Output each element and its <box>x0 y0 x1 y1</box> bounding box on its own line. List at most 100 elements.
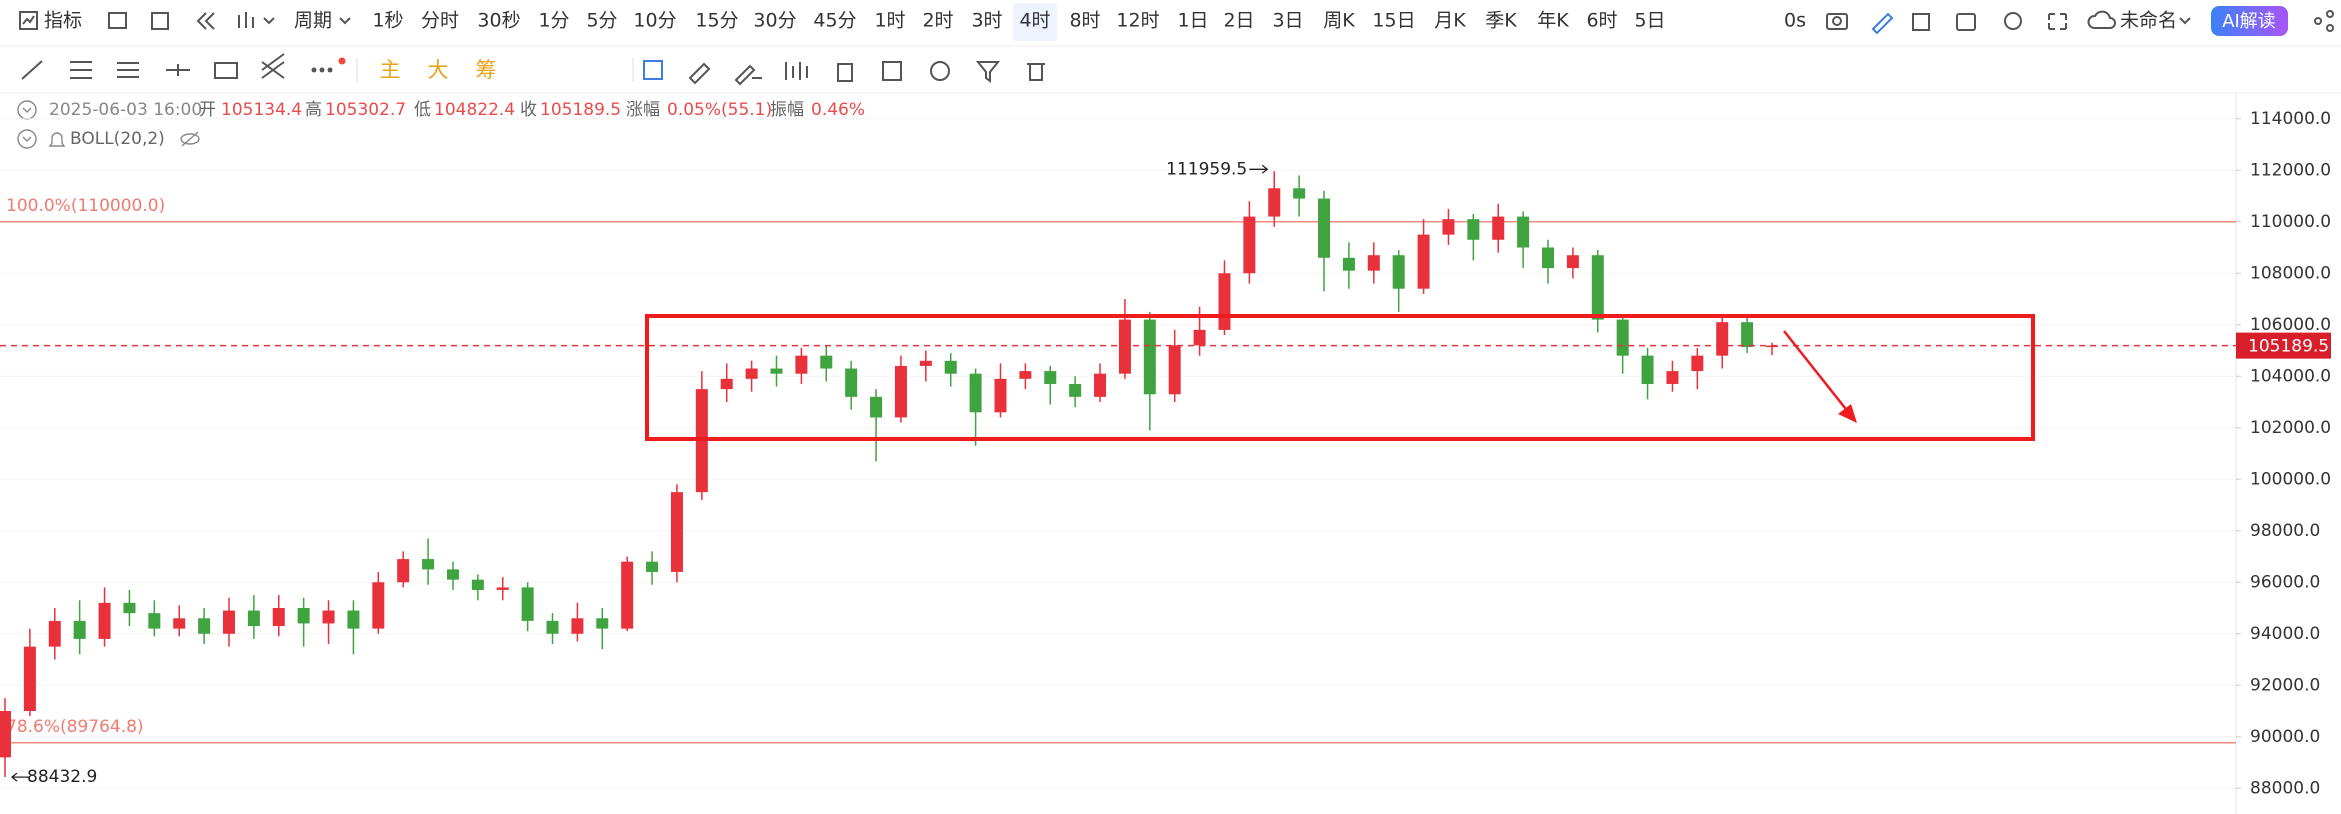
fullscreen-icon[interactable] <box>2048 13 2067 30</box>
candle-body <box>1492 216 1505 240</box>
info-label: 振幅 <box>770 100 804 120</box>
candle-body <box>894 365 907 418</box>
candle-body <box>1417 234 1430 289</box>
replay-icon[interactable] <box>204 12 215 30</box>
alert-icon[interactable] <box>48 132 66 147</box>
interval-button[interactable]: 3日 <box>1272 10 1303 32</box>
interval-button[interactable]: 2日 <box>1223 10 1254 32</box>
share-icon[interactable] <box>2314 10 2334 32</box>
interval-button[interactable]: 分时 <box>421 10 459 32</box>
visibility-icon[interactable] <box>180 133 200 145</box>
y-tick-label: 98000.0 <box>2250 521 2320 541</box>
drawn-arrow[interactable] <box>1783 330 1857 423</box>
y-tick-label: 92000.0 <box>2250 675 2320 695</box>
drawing-tools[interactable] <box>21 53 358 82</box>
interval-button[interactable]: 周K <box>1323 10 1355 32</box>
candle-body <box>0 711 11 758</box>
chart-type-button[interactable] <box>238 12 275 28</box>
period-label[interactable]: 周期 <box>294 10 332 32</box>
interval-button[interactable]: 8时 <box>1069 10 1100 32</box>
screenshot-icon[interactable] <box>1826 13 1848 30</box>
candle-body <box>1591 255 1604 320</box>
candle-body <box>422 559 435 570</box>
candle-body <box>297 608 310 624</box>
candle-body <box>1168 345 1181 395</box>
candle-body <box>1442 219 1455 235</box>
indicator-button[interactable]: 指标 <box>19 10 82 32</box>
overlay-chip[interactable]: 筹 <box>476 58 497 82</box>
y-tick-label: 90000.0 <box>2250 727 2320 747</box>
candle-body <box>48 620 61 647</box>
interval-button[interactable]: 1分 <box>538 10 569 32</box>
candle-body <box>322 610 335 624</box>
candle-body <box>770 368 783 374</box>
candle-body <box>820 355 833 369</box>
cloud-icon[interactable] <box>2087 10 2116 29</box>
interval-button[interactable]: 30秒 <box>477 10 520 32</box>
multi-chart-icon[interactable] <box>151 12 169 30</box>
min-label: 88432.9 <box>27 767 97 787</box>
interval-button[interactable]: 30分 <box>753 10 796 32</box>
candle-body <box>148 613 161 629</box>
drawn-rectangle[interactable] <box>645 314 2035 441</box>
tool-icons[interactable] <box>632 58 1045 86</box>
draw-icon[interactable] <box>1871 12 1894 35</box>
snapshot-icon[interactable] <box>1956 13 1976 31</box>
interval-button[interactable]: 1秒 <box>372 10 403 32</box>
y-tick-label: 112000.0 <box>2250 160 2331 180</box>
timer: 0s <box>1784 10 1806 32</box>
collapse-icon[interactable] <box>22 107 32 113</box>
interval-button[interactable]: 15日 <box>1372 10 1415 32</box>
interval-button[interactable]: 45分 <box>813 10 856 32</box>
candle-body <box>1243 216 1256 274</box>
interval-button[interactable]: 年K <box>1537 10 1569 32</box>
interval-button[interactable]: 5分 <box>586 10 617 32</box>
settings-icon[interactable] <box>2004 12 2022 30</box>
overlay-chip[interactable]: 主 <box>380 58 401 82</box>
candle-body <box>845 368 858 397</box>
indicator-label[interactable]: 指标 <box>44 10 82 32</box>
interval-button[interactable]: 月K <box>1434 10 1466 32</box>
candle-body <box>496 587 509 590</box>
candle-body <box>1044 371 1057 384</box>
max-label: 111959.5 <box>1166 159 1247 179</box>
layout-icon[interactable] <box>108 12 127 29</box>
window-icon[interactable] <box>1912 13 1930 31</box>
interval-button[interactable]: 3时 <box>971 10 1002 32</box>
candle-body <box>646 561 659 572</box>
interval-button[interactable]: 12时 <box>1116 10 1159 32</box>
interval-button[interactable]: 季K <box>1485 10 1517 32</box>
info-value: 104822.4 <box>434 100 515 120</box>
ai-button-label[interactable]: AI解读 <box>2222 11 2276 32</box>
overlay-chip[interactable]: 大 <box>428 58 449 82</box>
ai-button[interactable] <box>2211 6 2288 36</box>
candle-body <box>1616 319 1629 356</box>
candle-body <box>1517 216 1530 248</box>
interval-button[interactable]: 1时 <box>874 10 905 32</box>
collapse-icon[interactable] <box>17 129 37 149</box>
min-pointer <box>10 772 29 782</box>
interval-button[interactable]: 10分 <box>633 10 676 32</box>
interval-button[interactable]: 5日 <box>1634 10 1665 32</box>
y-tick-label: 100000.0 <box>2250 469 2331 489</box>
candle-body <box>1542 247 1555 269</box>
collapse-icon[interactable] <box>22 136 32 142</box>
candle-body <box>944 360 957 374</box>
replay-icon[interactable] <box>196 12 207 30</box>
candle-body <box>870 396 883 418</box>
layout-name[interactable]: 未命名 <box>2120 10 2177 32</box>
candle-body <box>1268 188 1281 217</box>
period-button[interactable]: 周期 <box>294 10 351 32</box>
screenshot-icon[interactable] <box>1832 16 1842 26</box>
interval-button[interactable]: 1日 <box>1177 10 1208 32</box>
candle-body <box>98 602 111 639</box>
candle-body <box>1392 255 1405 289</box>
interval-button[interactable]: 2时 <box>922 10 953 32</box>
interval-button[interactable]: 6时 <box>1586 10 1617 32</box>
interval-button[interactable]: 4时 <box>1019 10 1050 32</box>
fib-level-label: 78.6%(89764.8) <box>6 717 144 737</box>
visibility-icon[interactable] <box>181 131 199 147</box>
y-tick-label: 108000.0 <box>2250 263 2331 283</box>
dropdown-icon[interactable] <box>2179 17 2191 25</box>
interval-button[interactable]: 15分 <box>695 10 738 32</box>
